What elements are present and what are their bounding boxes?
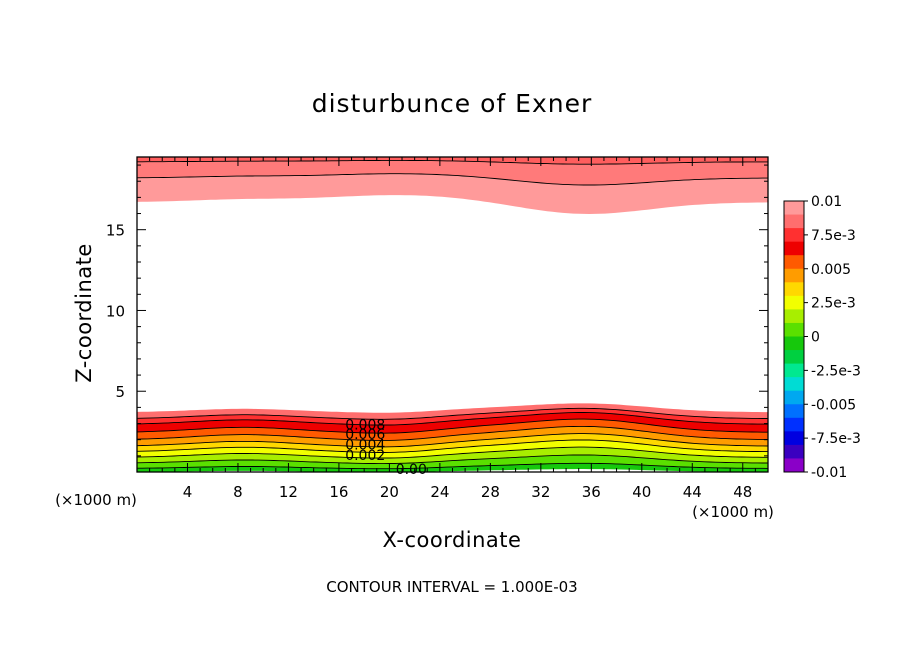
contour-line bbox=[137, 425, 768, 441]
y-tick-label: 5 bbox=[115, 383, 125, 401]
colorbar-tick-label: -0.005 bbox=[811, 397, 856, 413]
contour-line bbox=[137, 418, 768, 434]
colorbar-segment bbox=[784, 336, 804, 351]
chart-title: disturbunce of Exner bbox=[312, 89, 593, 118]
colorbar-segment bbox=[784, 377, 804, 392]
x-tick-label: 48 bbox=[733, 483, 752, 501]
contour-label: 0.002 bbox=[345, 448, 385, 464]
y-axis-label: Z-coordinate bbox=[72, 243, 96, 383]
contour-lines bbox=[137, 159, 768, 470]
colorbar-segment bbox=[784, 390, 804, 405]
contour-band bbox=[137, 173, 768, 214]
colorbar-segment bbox=[784, 350, 804, 365]
colorbar-segment bbox=[784, 309, 804, 324]
colorbar-tick-label: -0.01 bbox=[811, 465, 847, 481]
contour-band bbox=[137, 403, 768, 420]
contour-line bbox=[137, 446, 768, 459]
contour-label: 0.00 bbox=[396, 462, 427, 478]
colorbar-segment bbox=[784, 201, 804, 216]
contour-band bbox=[137, 433, 768, 453]
colorbar-tick-label: 0 bbox=[811, 330, 820, 346]
colorbar-tick-label: 0.01 bbox=[811, 194, 842, 210]
colorbar-segment bbox=[784, 228, 804, 243]
colorbar-tick-label: 0.005 bbox=[811, 262, 851, 278]
colorbar-segment bbox=[784, 458, 804, 473]
colorbar-segment bbox=[784, 268, 804, 283]
y-tick-label: 15 bbox=[106, 222, 125, 240]
x-tick-label: 36 bbox=[582, 483, 601, 501]
contour-interval-note: CONTOUR INTERVAL = 1.000E-03 bbox=[326, 578, 577, 596]
colorbar-segment bbox=[784, 255, 804, 270]
contour-label: 0.004 bbox=[345, 438, 385, 454]
contour-band bbox=[137, 455, 768, 469]
contour-band bbox=[137, 412, 768, 434]
x-axis-label: X-coordinate bbox=[383, 528, 522, 552]
contour-band bbox=[137, 408, 768, 425]
y-tick-label: 10 bbox=[106, 302, 125, 320]
contour-band bbox=[137, 440, 768, 458]
x-tick-label: 32 bbox=[531, 483, 550, 501]
contour-line bbox=[137, 462, 768, 470]
colorbar-segment bbox=[784, 404, 804, 419]
x-tick-label: 4 bbox=[183, 483, 193, 501]
contour-label: 0.008 bbox=[345, 417, 385, 433]
contour-label: 0.006 bbox=[345, 427, 385, 443]
contour-fill bbox=[137, 157, 768, 472]
x-tick-label: 44 bbox=[683, 483, 702, 501]
contour-band bbox=[137, 426, 768, 447]
x-tick-label: 16 bbox=[329, 483, 348, 501]
colorbar-segment bbox=[784, 214, 804, 229]
contour-band bbox=[137, 463, 768, 472]
colorbar-tick-label: 7.5e-3 bbox=[811, 228, 856, 244]
colorbar-tick-label: 2.5e-3 bbox=[811, 296, 856, 312]
colorbar-segment bbox=[784, 322, 804, 337]
colorbar-segment bbox=[784, 363, 804, 378]
x-unit-left: (×1000 m) bbox=[55, 491, 137, 509]
colorbar-segment bbox=[784, 295, 804, 310]
x-tick-label: 12 bbox=[279, 483, 298, 501]
contour-line bbox=[137, 454, 768, 465]
contour-band bbox=[137, 160, 768, 185]
x-axis-ticks: 4 8 12 16 20 24 28 32 36 40 44 48 bbox=[149, 157, 756, 501]
x-tick-label: 24 bbox=[430, 483, 449, 501]
contour-line bbox=[137, 439, 768, 453]
colorbar-segment bbox=[784, 444, 804, 459]
x-tick-label: 28 bbox=[481, 483, 500, 501]
x-unit-right: (×1000 m) bbox=[692, 503, 774, 521]
colorbar-segment bbox=[784, 282, 804, 297]
y-axis-ticks: 5 10 15 bbox=[106, 164, 768, 457]
colorbar-tick-label: -2.5e-3 bbox=[811, 363, 861, 379]
colorbar-segment bbox=[784, 241, 804, 256]
contour-band bbox=[137, 447, 768, 464]
contour-line bbox=[137, 433, 768, 448]
x-tick-label: 40 bbox=[632, 483, 651, 501]
contour-line bbox=[137, 407, 768, 420]
contour-line bbox=[137, 412, 768, 426]
colorbar: 0.01 7.5e-3 0.005 2.5e-3 0 -2.5e-3 -0.005 -7.5e… bbox=[783, 194, 861, 481]
colorbar-segment bbox=[784, 431, 804, 446]
contour-line bbox=[137, 173, 768, 186]
colorbar-tick-label: -7.5e-3 bbox=[811, 431, 861, 447]
x-tick-label: 8 bbox=[233, 483, 243, 501]
contour-band bbox=[137, 419, 768, 441]
colorbar-segment bbox=[784, 417, 804, 432]
x-tick-label: 20 bbox=[380, 483, 399, 501]
